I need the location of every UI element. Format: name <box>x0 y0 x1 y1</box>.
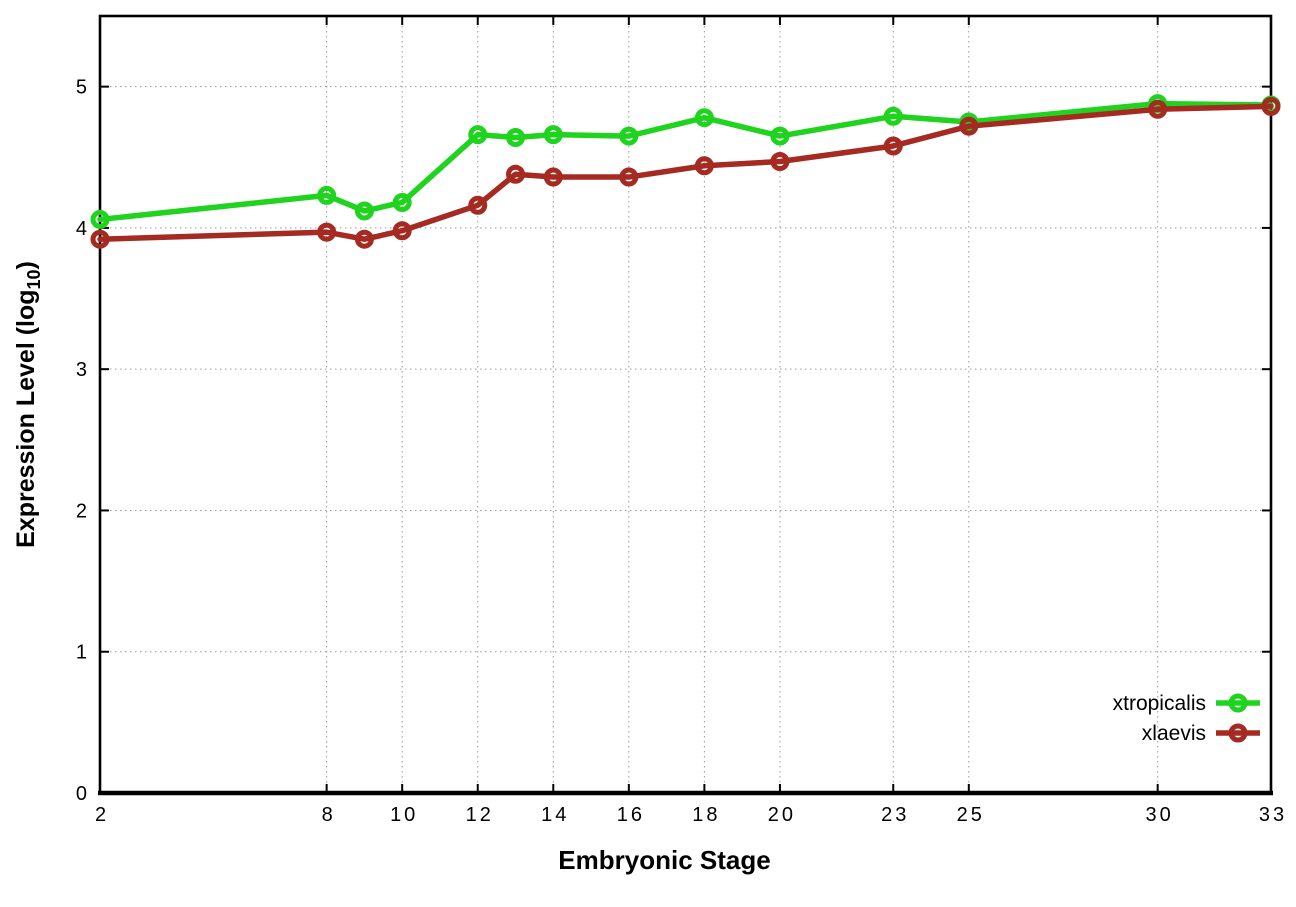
data-point-marker-xtropicalis <box>354 201 374 221</box>
data-point-marker-xtropicalis <box>883 106 903 126</box>
legend-item-xtropicalis: xtropicalis <box>1113 692 1260 715</box>
x-tick-label: 23 <box>881 804 909 826</box>
x-tick-label: 33 <box>1259 804 1287 826</box>
y-tick-label: 0 <box>76 783 87 805</box>
data-point-marker-xlaevis <box>694 156 714 176</box>
tick-marks <box>99 16 1272 794</box>
data-point-marker-xlaevis <box>1261 96 1281 116</box>
gridlines <box>100 16 1271 793</box>
data-point-marker-xtropicalis <box>506 127 526 147</box>
data-point-marker-xlaevis <box>317 222 337 242</box>
data-point-marker-xtropicalis <box>770 126 790 146</box>
x-axis-title: Embryonic Stage <box>558 845 770 875</box>
x-tick-label: 8 <box>322 804 336 826</box>
y-tick-label: 3 <box>76 359 87 381</box>
x-tick-label: 25 <box>957 804 985 826</box>
y-tick-labels: 0 1 2 3 4 5 <box>76 77 87 805</box>
plot-border <box>98 14 1273 795</box>
x-tick-labels: 2 8 10 12 14 16 18 20 23 25 30 33 <box>95 804 1287 826</box>
y-axis-title: Expression Level (log10) <box>12 261 44 548</box>
data-point-marker-xlaevis <box>619 167 639 187</box>
data-point-marker-xtropicalis <box>619 126 639 146</box>
data-point-marker-xtropicalis <box>90 209 110 229</box>
x-tick-label: 10 <box>390 804 418 826</box>
data-point-marker-xtropicalis <box>317 185 337 205</box>
x-tick-label: 2 <box>95 804 109 826</box>
data-point-marker-xlaevis <box>883 136 903 156</box>
x-tick-label: 18 <box>692 804 720 826</box>
y-tick-label: 2 <box>76 500 87 522</box>
data-point-marker-xlaevis <box>959 116 979 136</box>
x-tick-label: 14 <box>541 804 569 826</box>
data-point-marker-xtropicalis <box>468 125 488 145</box>
legend-marker-xlaevis <box>1228 723 1248 743</box>
series-line-xlaevis <box>97 103 1274 242</box>
legend-item-xlaevis: xlaevis <box>1142 722 1260 745</box>
data-point-marker-xtropicalis <box>392 192 412 212</box>
x-tick-label: 12 <box>466 804 494 826</box>
x-tick-label: 30 <box>1146 804 1174 826</box>
data-point-marker-xlaevis <box>90 229 110 249</box>
data-point-marker-xlaevis <box>543 167 563 187</box>
data-point-marker-xlaevis <box>506 164 526 184</box>
legend-marker-xtropicalis <box>1228 693 1248 713</box>
data-point-marker-xtropicalis <box>694 108 714 128</box>
y-tick-label: 5 <box>76 77 87 99</box>
y-tick-label: 4 <box>76 218 87 240</box>
data-point-marker-xlaevis <box>392 221 412 241</box>
y-tick-label: 1 <box>76 642 87 664</box>
data-point-marker-xlaevis <box>468 195 488 215</box>
legend-label-xlaevis: xlaevis <box>1142 722 1206 745</box>
data-point-marker-xlaevis <box>1148 99 1168 119</box>
series-line-xtropicalis <box>97 100 1274 223</box>
data-point-marker-xlaevis <box>770 152 790 172</box>
legend: xtropicalis xlaevis <box>1113 692 1260 745</box>
legend-label-xtropicalis: xtropicalis <box>1113 692 1206 715</box>
series-xlaevis <box>90 96 1281 249</box>
data-point-marker-xtropicalis <box>543 125 563 145</box>
x-tick-label: 16 <box>617 804 645 826</box>
data-point-marker-xlaevis <box>354 229 374 249</box>
x-tick-label: 20 <box>768 804 796 826</box>
